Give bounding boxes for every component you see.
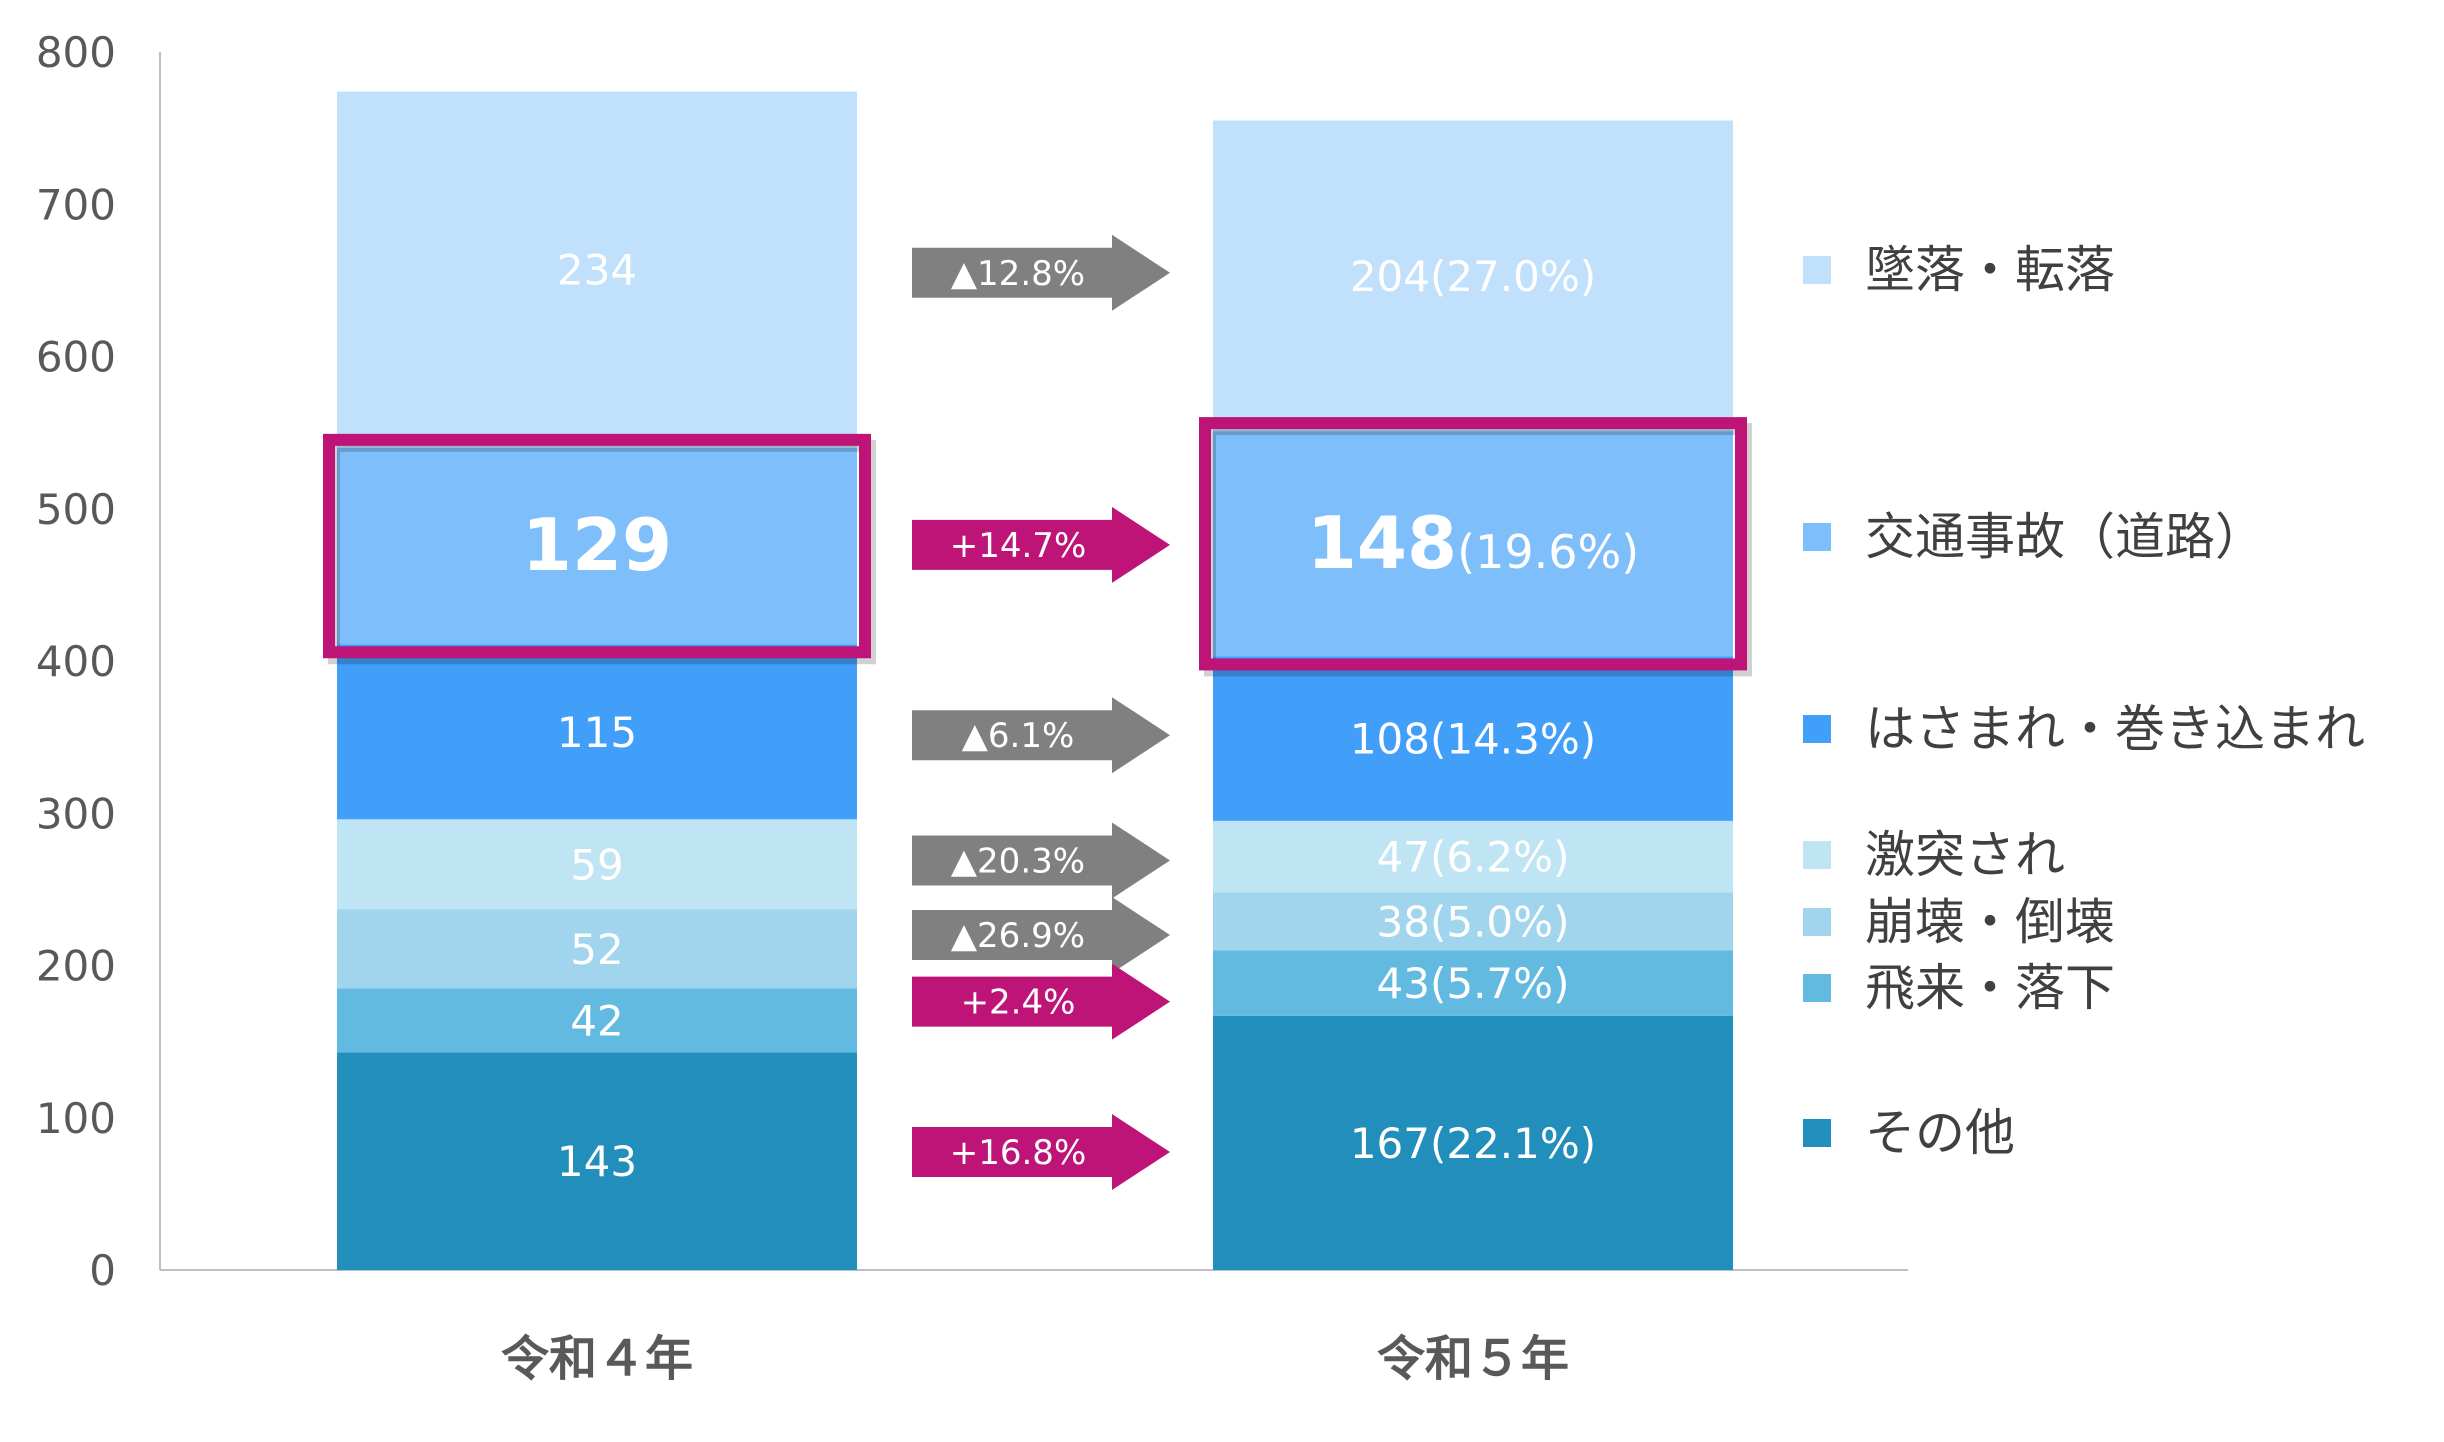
legend-label: その他 [1865, 1104, 2015, 1162]
change-label: +14.7% [950, 526, 1087, 566]
change-label: ▲20.3% [951, 841, 1085, 881]
data-label: 129 [522, 503, 672, 587]
data-label: 115 [557, 708, 637, 757]
y-axis: 0 100 200 300 400 500 600 700 800 [36, 28, 1908, 1295]
change-arrow [912, 822, 1170, 899]
y-tick-label: 800 [36, 28, 116, 77]
change-label: +2.4% [961, 983, 1076, 1023]
change-label: ▲26.9% [951, 916, 1085, 956]
bar-segment [1213, 656, 1733, 821]
bar-segment [337, 644, 857, 820]
bar-segment [337, 988, 857, 1053]
data-label: 52 [570, 925, 623, 974]
data-label: 42 [570, 996, 623, 1045]
bar-segment [1213, 820, 1733, 893]
data-label: 59 [570, 840, 623, 889]
legend-swatch [1803, 841, 1831, 869]
change-arrow [912, 963, 1170, 1040]
bar-segment [337, 91, 857, 448]
data-label: 148(19.6%) [1307, 501, 1639, 585]
y-tick-label: 500 [36, 485, 116, 534]
change-label: ▲12.8% [951, 254, 1085, 294]
legend-label: 交通事故（道路） [1865, 508, 2265, 566]
highlight-box [323, 433, 871, 659]
change-arrow [912, 234, 1170, 311]
x-axis-labels: 令和４年 令和５年 [501, 1331, 1569, 1387]
change-label: +16.8% [950, 1133, 1087, 1173]
legend-swatch [1803, 523, 1831, 551]
legend-label: 崩壊・倒壊 [1865, 893, 2115, 951]
y-tick-label: 300 [36, 789, 116, 838]
change-arrows: ▲12.8% +14.7% ▲6.1% ▲20.3% ▲26.9% +2.4% +16.8% [912, 234, 1170, 1191]
highlight-box [1199, 417, 1747, 671]
data-label: 43(5.7%) [1377, 959, 1570, 1008]
legend-swatch [1803, 1119, 1831, 1147]
legend-label: 飛来・落下 [1865, 959, 2115, 1017]
change-label: ▲6.1% [962, 716, 1075, 756]
data-label: 167(22.1%) [1350, 1119, 1596, 1168]
bar-segment [337, 819, 857, 910]
bar-segment [1213, 950, 1733, 1016]
bar-segment [1213, 1015, 1733, 1270]
legend-swatch [1803, 974, 1831, 1002]
bar-segment [337, 1052, 857, 1270]
legend-swatch [1803, 908, 1831, 936]
change-arrow [912, 697, 1170, 774]
data-label: 108(14.3%) [1350, 715, 1596, 764]
data-label-share: (19.6%) [1457, 525, 1639, 579]
y-tick-label: 400 [36, 637, 116, 686]
bars: 143 167(22.1%) 42 43(5.7%) 52 38(5.0%) 59 47(6.… [323, 91, 1752, 1270]
data-label: 204(27.0%) [1350, 252, 1596, 301]
bar-segment [1213, 120, 1733, 432]
change-arrow [912, 506, 1170, 583]
bar-segment [1213, 892, 1733, 951]
y-tick-label: 700 [36, 180, 116, 229]
y-tick-label: 200 [36, 942, 116, 991]
bar-segment [337, 447, 857, 645]
data-label: 38(5.0%) [1377, 897, 1570, 946]
data-label-value: 129 [522, 503, 672, 587]
data-label: 47(6.2%) [1377, 833, 1570, 882]
x-category-label: 令和４年 [501, 1331, 693, 1387]
bar-segment [1213, 431, 1733, 657]
bar-segment [337, 909, 857, 989]
data-label-value: 148 [1307, 501, 1457, 585]
data-label: 234 [557, 246, 637, 295]
legend-label: はさまれ・巻き込まれ [1865, 700, 2365, 758]
change-arrow [912, 897, 1170, 974]
y-tick-label: 100 [36, 1094, 116, 1143]
y-tick-label: 600 [36, 333, 116, 382]
legend-label: 墜落・転落 [1865, 241, 2115, 299]
legend-swatch [1803, 715, 1831, 743]
y-tick-label: 0 [89, 1246, 116, 1295]
legend-swatch [1803, 256, 1831, 284]
change-arrow [912, 1114, 1170, 1191]
data-label: 143 [557, 1137, 637, 1186]
x-category-label: 令和５年 [1377, 1331, 1569, 1387]
legend-label: 激突され [1865, 826, 2065, 884]
